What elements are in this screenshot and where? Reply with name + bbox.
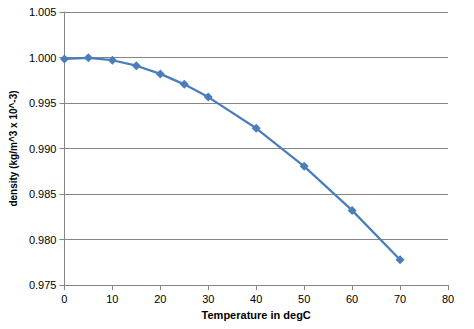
svg-text:1.005: 1.005 [29, 6, 57, 18]
svg-text:0.990: 0.990 [29, 143, 57, 155]
svg-text:0.985: 0.985 [29, 188, 57, 200]
svg-text:10: 10 [106, 293, 118, 305]
svg-text:0.975: 0.975 [29, 279, 57, 291]
svg-text:80: 80 [442, 293, 454, 305]
svg-text:30: 30 [202, 293, 214, 305]
svg-text:density (kg/m^3 x 10^-3): density (kg/m^3 x 10^-3) [8, 90, 19, 206]
svg-text:20: 20 [154, 293, 166, 305]
svg-text:40: 40 [250, 293, 262, 305]
svg-text:50: 50 [298, 293, 310, 305]
svg-text:60: 60 [346, 293, 358, 305]
svg-text:0.980: 0.980 [29, 234, 57, 246]
svg-text:0: 0 [61, 293, 67, 305]
svg-text:0.995: 0.995 [29, 97, 57, 109]
svg-text:1.000: 1.000 [29, 52, 57, 64]
svg-text:70: 70 [394, 293, 406, 305]
svg-text:Temperature in degC: Temperature in degC [202, 309, 311, 321]
